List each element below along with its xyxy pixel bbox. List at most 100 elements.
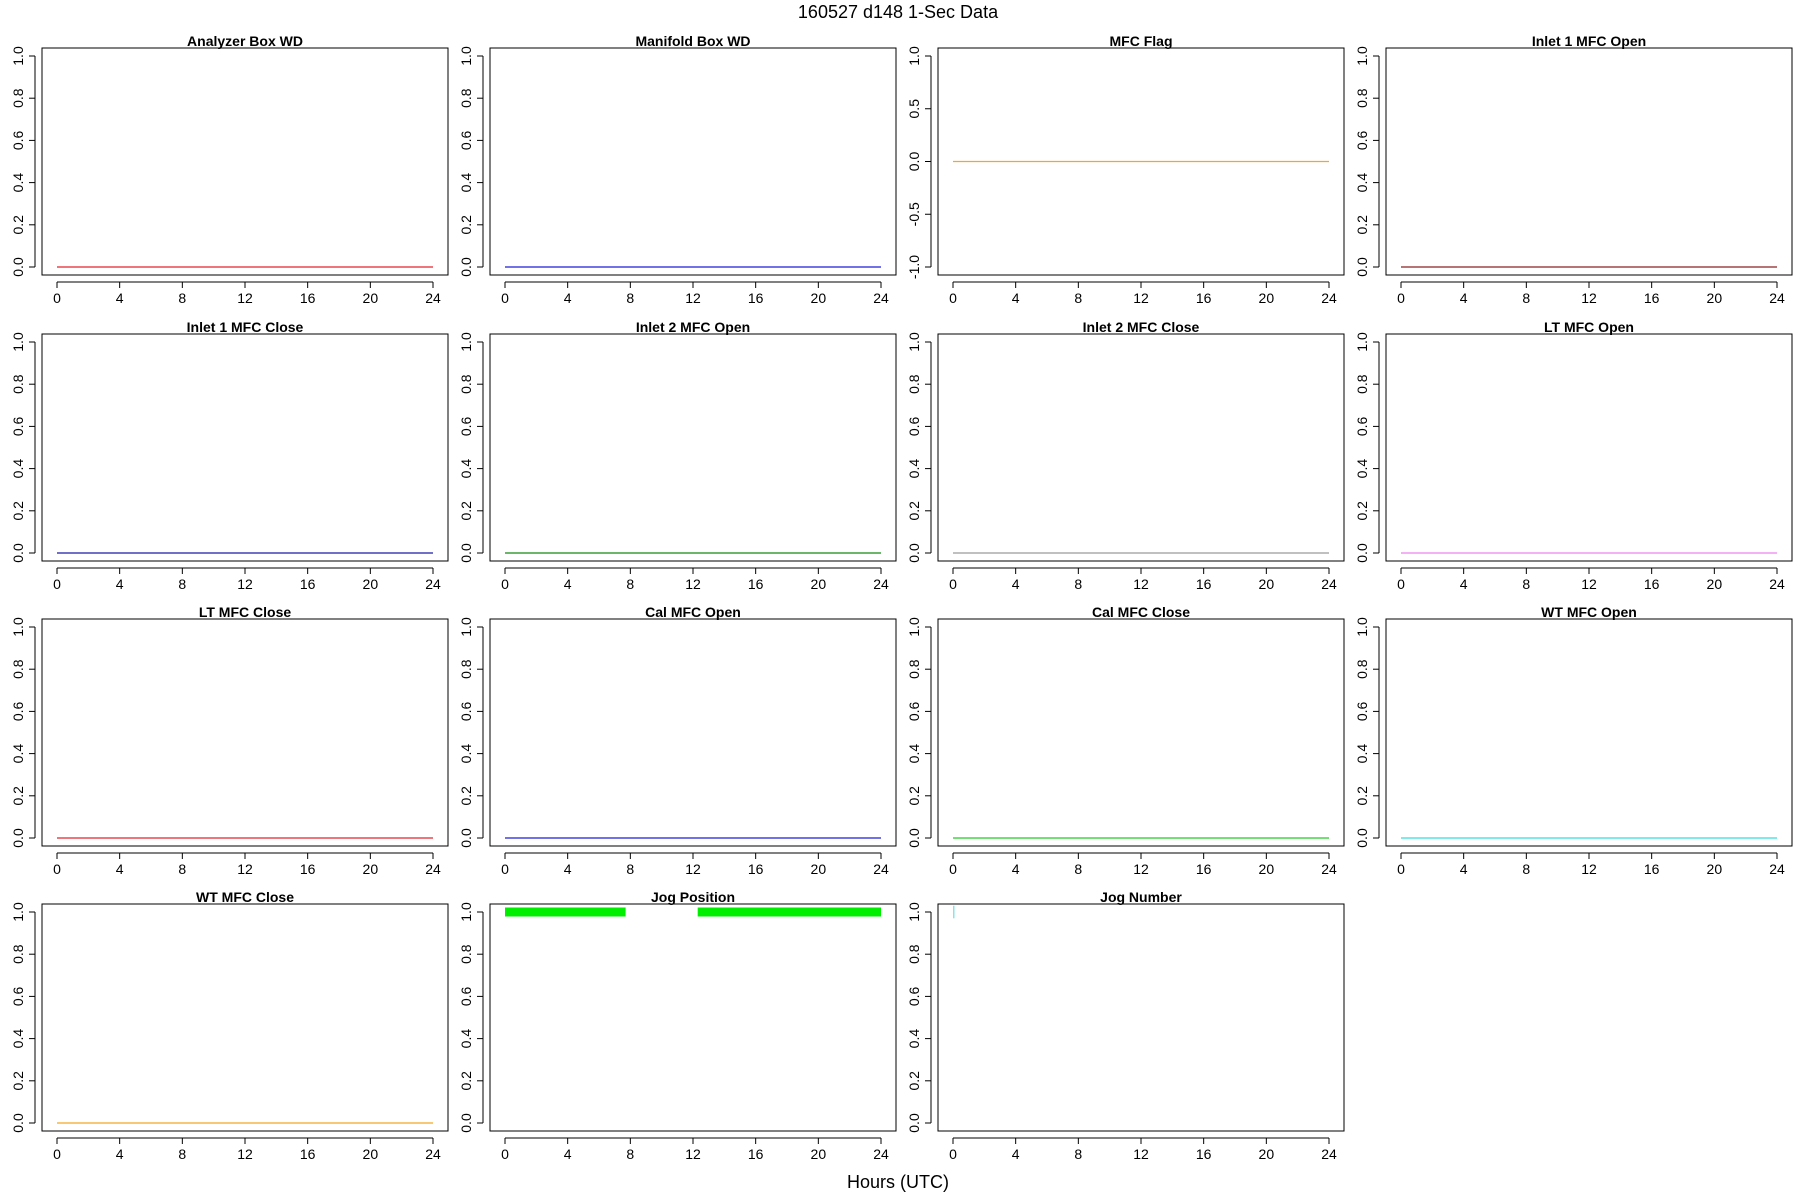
- panel-title: Jog Number: [1100, 889, 1182, 905]
- y-tick-label: 0.8: [1354, 659, 1370, 679]
- x-tick-label: 4: [564, 1146, 572, 1162]
- y-tick-label: 1.0: [906, 332, 922, 352]
- y-tick-label: 0.0: [458, 1113, 474, 1133]
- y-tick-label: 0.6: [458, 130, 474, 150]
- panels: Analyzer Box WD 0 4 8 12 16 20 24 0.0 0.2 0.4 0.6 0.…: [10, 33, 1793, 1162]
- x-tick-label: 4: [116, 290, 124, 306]
- panel-title: LT MFC Open: [1544, 319, 1634, 335]
- y-tick-label: 0.5: [906, 99, 922, 119]
- y-tick-label: 0.4: [906, 1029, 922, 1049]
- y-tick-label: 0.4: [1354, 459, 1370, 479]
- panel-title: MFC Flag: [1110, 33, 1173, 49]
- y-tick-label: 0.6: [458, 416, 474, 436]
- x-tick-label: 0: [949, 1146, 957, 1162]
- x-tick-label: 16: [300, 1146, 316, 1162]
- y-tick-label: 0.2: [458, 215, 474, 235]
- panel: Inlet 1 MFC Close 0 4 8 12 16 20 24 0.0 0.2 0.4 0.6…: [10, 319, 449, 592]
- panel: Inlet 2 MFC Open 0 4 8 12 16 20 24 0.0 0.2 0.4 0.6 0…: [458, 319, 897, 592]
- x-tick-label: 20: [811, 1146, 827, 1162]
- x-tick-label: 4: [116, 1146, 124, 1162]
- x-tick-label: 20: [1707, 576, 1723, 592]
- panel: MFC Flag 0 4 8 12 16 20 24 -1.0 -0.5 0.0 0.5 1.0: [906, 33, 1345, 306]
- x-tick-label: 24: [873, 576, 889, 592]
- x-tick-label: 20: [363, 290, 379, 306]
- x-tick-label: 16: [1196, 861, 1212, 877]
- x-tick-label: 8: [1074, 576, 1082, 592]
- x-tick-label: 12: [1133, 290, 1149, 306]
- x-tick-label: 12: [685, 1146, 701, 1162]
- x-tick-label: 12: [237, 861, 253, 877]
- x-tick-label: 20: [363, 1146, 379, 1162]
- panel-title: Manifold Box WD: [635, 33, 750, 49]
- x-tick-label: 8: [626, 1146, 634, 1162]
- y-tick-label: 1.0: [10, 902, 26, 922]
- y-tick-label: 0.2: [458, 501, 474, 521]
- plot-frame: [41, 333, 449, 562]
- x-tick-label: 4: [116, 576, 124, 592]
- x-tick-label: 16: [1196, 1146, 1212, 1162]
- y-tick-label: 1.0: [458, 332, 474, 352]
- y-tick-label: 0.8: [10, 659, 26, 679]
- plot-frame: [937, 618, 1345, 847]
- y-tick-label: 0.2: [10, 786, 26, 806]
- x-tick-label: 0: [501, 290, 509, 306]
- x-tick-label: 16: [748, 576, 764, 592]
- x-tick-label: 12: [237, 290, 253, 306]
- x-tick-label: 0: [1397, 861, 1405, 877]
- x-tick-label: 20: [811, 861, 827, 877]
- x-tick-label: 24: [1321, 290, 1337, 306]
- y-tick-label: 0.8: [10, 88, 26, 108]
- y-tick-label: 0.0: [906, 1113, 922, 1133]
- y-tick-label: 0.0: [906, 543, 922, 563]
- y-tick-label: 0.2: [1354, 215, 1370, 235]
- x-tick-label: 8: [178, 861, 186, 877]
- plot-frame: [937, 903, 1345, 1132]
- y-tick-label: 0.2: [10, 215, 26, 235]
- x-tick-label: 16: [1196, 290, 1212, 306]
- y-tick-label: 0.0: [10, 543, 26, 563]
- x-tick-label: 16: [1644, 861, 1660, 877]
- plot-frame: [1385, 618, 1793, 847]
- x-tick-label: 4: [564, 861, 572, 877]
- y-tick-label: 0.0: [10, 828, 26, 848]
- x-tick-label: 0: [53, 861, 61, 877]
- y-tick-label: 1.0: [458, 46, 474, 66]
- x-tick-label: 16: [300, 290, 316, 306]
- panel-title: WT MFC Close: [196, 889, 294, 905]
- y-tick-label: 0.0: [1354, 543, 1370, 563]
- panel: WT MFC Close 0 4 8 12 16 20 24 0.0 0.2 0.4 0.6 0.8 1.…: [10, 889, 449, 1162]
- y-tick-label: 1.0: [1354, 46, 1370, 66]
- y-tick-label: 0.2: [10, 1071, 26, 1091]
- x-tick-label: 4: [564, 290, 572, 306]
- y-tick-label: 0.6: [10, 701, 26, 721]
- x-tick-label: 0: [501, 576, 509, 592]
- y-tick-label: 1.0: [906, 902, 922, 922]
- y-tick-label: 0.0: [458, 257, 474, 277]
- y-tick-label: 0.4: [458, 744, 474, 764]
- y-tick-label: 1.0: [458, 617, 474, 637]
- x-tick-label: 8: [626, 861, 634, 877]
- x-tick-label: 0: [1397, 290, 1405, 306]
- x-tick-label: 4: [1460, 290, 1468, 306]
- x-tick-label: 24: [1321, 576, 1337, 592]
- y-tick-label: 0.4: [906, 744, 922, 764]
- x-tick-label: 16: [1644, 576, 1660, 592]
- x-tick-label: 4: [1460, 576, 1468, 592]
- panel: Analyzer Box WD 0 4 8 12 16 20 24 0.0 0.2 0.4 0.6 0.…: [10, 33, 449, 306]
- y-tick-label: 0.0: [458, 828, 474, 848]
- x-tick-label: 0: [53, 1146, 61, 1162]
- y-tick-label: 0.6: [458, 701, 474, 721]
- panel: WT MFC Open 0 4 8 12 16 20 24 0.0 0.2 0.4 0.6 0.8 1.0: [1354, 604, 1793, 877]
- y-tick-label: 0.4: [458, 173, 474, 193]
- x-tick-label: 12: [685, 861, 701, 877]
- panel-title: Jog Position: [651, 889, 735, 905]
- y-tick-label: 1.0: [10, 332, 26, 352]
- plot-frame: [1385, 333, 1793, 562]
- panel-title: LT MFC Close: [199, 604, 292, 620]
- y-tick-label: 1.0: [10, 46, 26, 66]
- x-tick-label: 24: [1769, 290, 1785, 306]
- x-tick-label: 12: [1133, 576, 1149, 592]
- y-tick-label: 0.6: [10, 130, 26, 150]
- panel: Cal MFC Close 0 4 8 12 16 20 24 0.0 0.2 0.4 0.6 0.8 1…: [906, 604, 1345, 877]
